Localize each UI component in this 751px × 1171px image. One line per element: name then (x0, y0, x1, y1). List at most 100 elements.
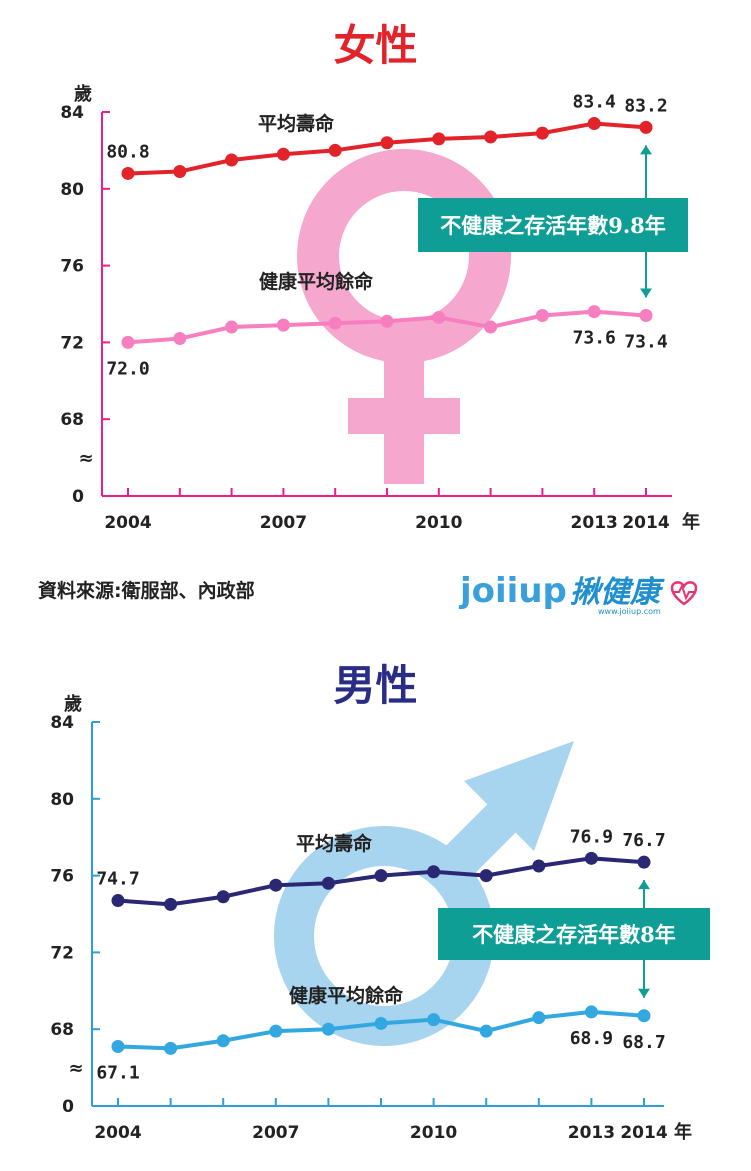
data-point (380, 136, 394, 150)
annotation-text: 不健康之存活年數8年 (472, 922, 676, 947)
y-tick-label: 72 (50, 943, 74, 963)
logo-brand-cn: 揪健康 (570, 575, 665, 610)
annotation-box (438, 908, 710, 960)
y-tick-label: 84 (50, 713, 74, 733)
data-point (111, 894, 125, 908)
x-tick-label: 2014 (620, 1123, 667, 1143)
data-point (216, 1034, 230, 1048)
female-symbol-crossbar (348, 398, 460, 434)
data-point (432, 310, 446, 324)
logo-url: www.joiiup.com (598, 607, 661, 616)
data-point (587, 117, 601, 131)
data-point (432, 132, 446, 146)
data-point (328, 316, 342, 330)
data-point (276, 318, 290, 332)
heart-icon (670, 581, 698, 606)
y-tick-label: 76 (60, 257, 84, 277)
data-label: 76.9 (570, 826, 613, 847)
source-note: 資料來源:衛服部、內政部 (38, 580, 255, 602)
data-point (328, 143, 342, 157)
data-point (427, 865, 441, 879)
y-tick-label: 0 (62, 1097, 74, 1117)
y-tick-label: 84 (60, 103, 84, 123)
series-label-1: 健康平均餘命 (289, 984, 404, 1007)
gap-arrow-head-down (640, 288, 652, 298)
data-point (164, 1041, 178, 1055)
data-point (639, 309, 653, 323)
series-label-0: 平均壽命 (258, 112, 335, 135)
data-point (427, 1013, 441, 1027)
data-point (484, 320, 498, 334)
heartbeat-icon (673, 583, 695, 601)
data-point (276, 147, 290, 161)
gap-arrow-head-up (638, 880, 650, 890)
data-point (637, 855, 651, 869)
data-point (479, 869, 493, 883)
x-tick-label: 2010 (410, 1123, 457, 1143)
data-point (484, 130, 498, 144)
female-chart-title: 女性 (333, 21, 418, 70)
data-point (479, 1024, 493, 1038)
male-chart-title: 男性 (333, 661, 418, 710)
female-life-expectancy-chart: 0 68 72 76 80 84歲 ≈2004 2007 2010 2013 2014 年 平均壽命健康… (60, 83, 700, 533)
y-axis-unit: 歲 (64, 693, 82, 715)
male-life-expectancy-chart: 0 68 72 76 80 84歲 ≈2004 2007 2010 2013 2014 年 平均壽命健康… (50, 693, 710, 1143)
data-point (380, 314, 394, 328)
data-label: 72.0 (106, 358, 149, 379)
data-label: 67.1 (96, 1062, 139, 1083)
data-point (584, 1005, 598, 1019)
x-tick-label: 2013 (571, 513, 618, 533)
axis-break-symbol: ≈ (78, 448, 93, 469)
annotation-box (418, 198, 688, 252)
data-point (121, 166, 135, 180)
x-tick-label: 2010 (415, 513, 462, 533)
y-axis-unit: 歲 (74, 83, 92, 105)
data-point (321, 1022, 335, 1036)
series-label-0: 平均壽命 (296, 832, 373, 855)
y-tick-label: 76 (50, 867, 74, 887)
data-point (535, 309, 549, 323)
data-point (374, 869, 388, 883)
data-label: 73.4 (624, 332, 668, 353)
data-point (532, 1011, 546, 1025)
y-tick-label: 0 (72, 487, 84, 507)
series-label-1: 健康平均餘命 (259, 270, 374, 293)
data-label: 76.7 (622, 830, 665, 851)
y-tick-label: 72 (60, 333, 84, 353)
axis-break-symbol: ≈ (68, 1058, 83, 1079)
female-symbol-ring (297, 149, 511, 363)
y-tick-label: 68 (60, 410, 84, 430)
annotation-text: 不健康之存活年數9.8年 (440, 213, 666, 238)
joiiup-logo: joiiup 揪健康 www.joiiup.com (458, 571, 698, 616)
data-point (587, 305, 601, 319)
data-point (321, 876, 335, 890)
gap-arrow-head-down (638, 988, 650, 998)
data-label: 83.2 (624, 95, 667, 116)
data-label: 83.4 (573, 92, 617, 113)
data-point (535, 126, 549, 140)
x-tick-label: 2007 (252, 1123, 299, 1143)
data-point (173, 332, 187, 346)
data-point (225, 153, 239, 167)
y-tick-label: 68 (50, 1020, 74, 1040)
x-tick-label: 2007 (260, 513, 307, 533)
data-point (269, 878, 283, 892)
y-tick-label: 80 (50, 790, 74, 810)
data-label: 80.8 (106, 141, 149, 162)
logo-brand: joiiup (458, 571, 567, 611)
data-label: 68.7 (622, 1032, 665, 1053)
data-label: 68.9 (570, 1028, 613, 1049)
data-label: 73.6 (573, 328, 616, 349)
data-point (637, 1009, 651, 1023)
data-point (216, 890, 230, 904)
male-symbol-arrowhead (464, 741, 574, 851)
x-tick-label: 2004 (104, 513, 151, 533)
x-tick-label: 2013 (568, 1123, 615, 1143)
x-tick-label: 2004 (94, 1123, 141, 1143)
data-point (225, 320, 239, 334)
data-point (374, 1016, 388, 1030)
y-tick-label: 80 (60, 180, 84, 200)
data-point (164, 897, 178, 911)
gap-arrow-head-up (640, 145, 652, 155)
x-axis-unit: 年 (682, 511, 700, 533)
